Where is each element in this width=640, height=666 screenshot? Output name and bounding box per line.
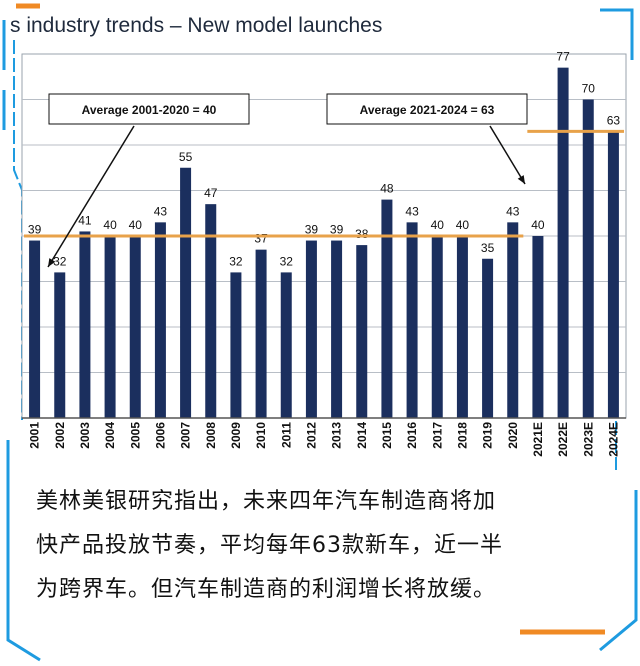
x-tick-label: 2020 — [506, 422, 520, 449]
data-label: 40 — [456, 218, 470, 232]
x-tick-label: 2021E — [531, 422, 545, 457]
annotation-box — [48, 93, 250, 125]
x-tick-label: 2006 — [153, 422, 167, 449]
data-label: 43 — [405, 204, 419, 218]
x-tick-label: 2018 — [455, 422, 469, 449]
x-tick-label: 2002 — [53, 422, 67, 449]
data-label: 37 — [254, 232, 268, 246]
x-tick-label: 2019 — [481, 422, 495, 449]
bar — [54, 272, 66, 418]
x-tick-label: 2013 — [330, 422, 344, 449]
data-label: 39 — [305, 223, 319, 237]
data-label: 43 — [154, 204, 168, 218]
x-tick-label: 2015 — [380, 422, 394, 449]
bar — [129, 236, 141, 418]
data-label: 40 — [531, 218, 545, 232]
data-label: 70 — [582, 82, 596, 96]
bar — [230, 272, 242, 418]
annotation-arrow — [489, 125, 526, 185]
bar — [406, 222, 418, 418]
data-label: 39 — [330, 223, 344, 237]
annotation-box — [326, 93, 528, 125]
caption-line: 为跨界车。但汽车制造商的利润增长将放缓。 — [36, 577, 497, 602]
x-tick-label: 2023E — [581, 422, 595, 457]
data-label: 47 — [204, 186, 218, 200]
x-tick-label: 2008 — [204, 422, 218, 449]
caption: 美林美银研究指出，未来四年汽车制造商将加 快产品投放节奏，平均每年63款新车，近… — [36, 480, 616, 612]
annotation-text: Average 2021-2024 = 63 — [360, 103, 495, 117]
data-label: 40 — [103, 218, 117, 232]
x-tick-label: 2022E — [556, 422, 570, 457]
x-tick-label: 2009 — [229, 422, 243, 449]
data-label: 32 — [229, 254, 243, 268]
data-label: 55 — [179, 150, 193, 164]
data-label: 38 — [355, 227, 369, 241]
x-tick-label: 2017 — [430, 422, 444, 449]
data-label: 41 — [78, 213, 92, 227]
bar — [104, 236, 116, 418]
bar — [607, 131, 619, 418]
data-label: 32 — [280, 254, 294, 268]
bar — [381, 199, 393, 418]
x-tick-label: 2016 — [405, 422, 419, 449]
x-tick-label: 2014 — [355, 422, 369, 449]
x-tick-label: 2024E — [606, 422, 620, 457]
x-tick-label: 2012 — [304, 422, 318, 449]
data-label: 63 — [607, 113, 621, 127]
bar — [29, 240, 41, 418]
caption-line: 快产品投放节奏，平均每年63款新车，近一半 — [36, 533, 503, 558]
bar — [482, 258, 494, 418]
data-label: 48 — [380, 182, 394, 196]
data-label: 43 — [506, 204, 520, 218]
data-label: 39 — [28, 223, 42, 237]
bar — [255, 249, 267, 418]
data-label: 35 — [481, 241, 495, 255]
data-label: 40 — [129, 218, 143, 232]
bar — [205, 204, 217, 418]
bar — [154, 222, 166, 418]
bar — [356, 245, 368, 418]
chart-title: s industry trends – New model launches — [10, 14, 383, 37]
bar — [532, 236, 544, 418]
x-tick-label: 2001 — [28, 422, 42, 449]
data-label: 32 — [53, 254, 67, 268]
bar — [582, 99, 594, 418]
bar — [331, 240, 343, 418]
data-label: 77 — [556, 50, 570, 64]
bar — [507, 222, 519, 418]
x-tick-label: 2003 — [78, 422, 92, 449]
x-tick-label: 2011 — [279, 422, 293, 448]
bar — [280, 272, 292, 418]
x-tick-label: 2007 — [179, 422, 193, 449]
x-tick-label: 2004 — [103, 422, 117, 449]
x-tick-label: 2010 — [254, 422, 268, 449]
bar — [305, 240, 317, 418]
annotation-text: Average 2001-2020 = 40 — [82, 103, 217, 117]
bar — [557, 67, 569, 419]
bar — [79, 231, 91, 418]
arrow-head — [48, 258, 56, 267]
bar — [180, 167, 192, 418]
caption-line: 美林美银研究指出，未来四年汽车制造商将加 — [36, 489, 497, 514]
arrow-head — [517, 175, 525, 184]
x-tick-label: 2005 — [128, 422, 142, 449]
bar — [456, 236, 468, 418]
data-label: 40 — [431, 218, 445, 232]
bar — [431, 236, 443, 418]
annotation-arrow — [47, 125, 135, 268]
